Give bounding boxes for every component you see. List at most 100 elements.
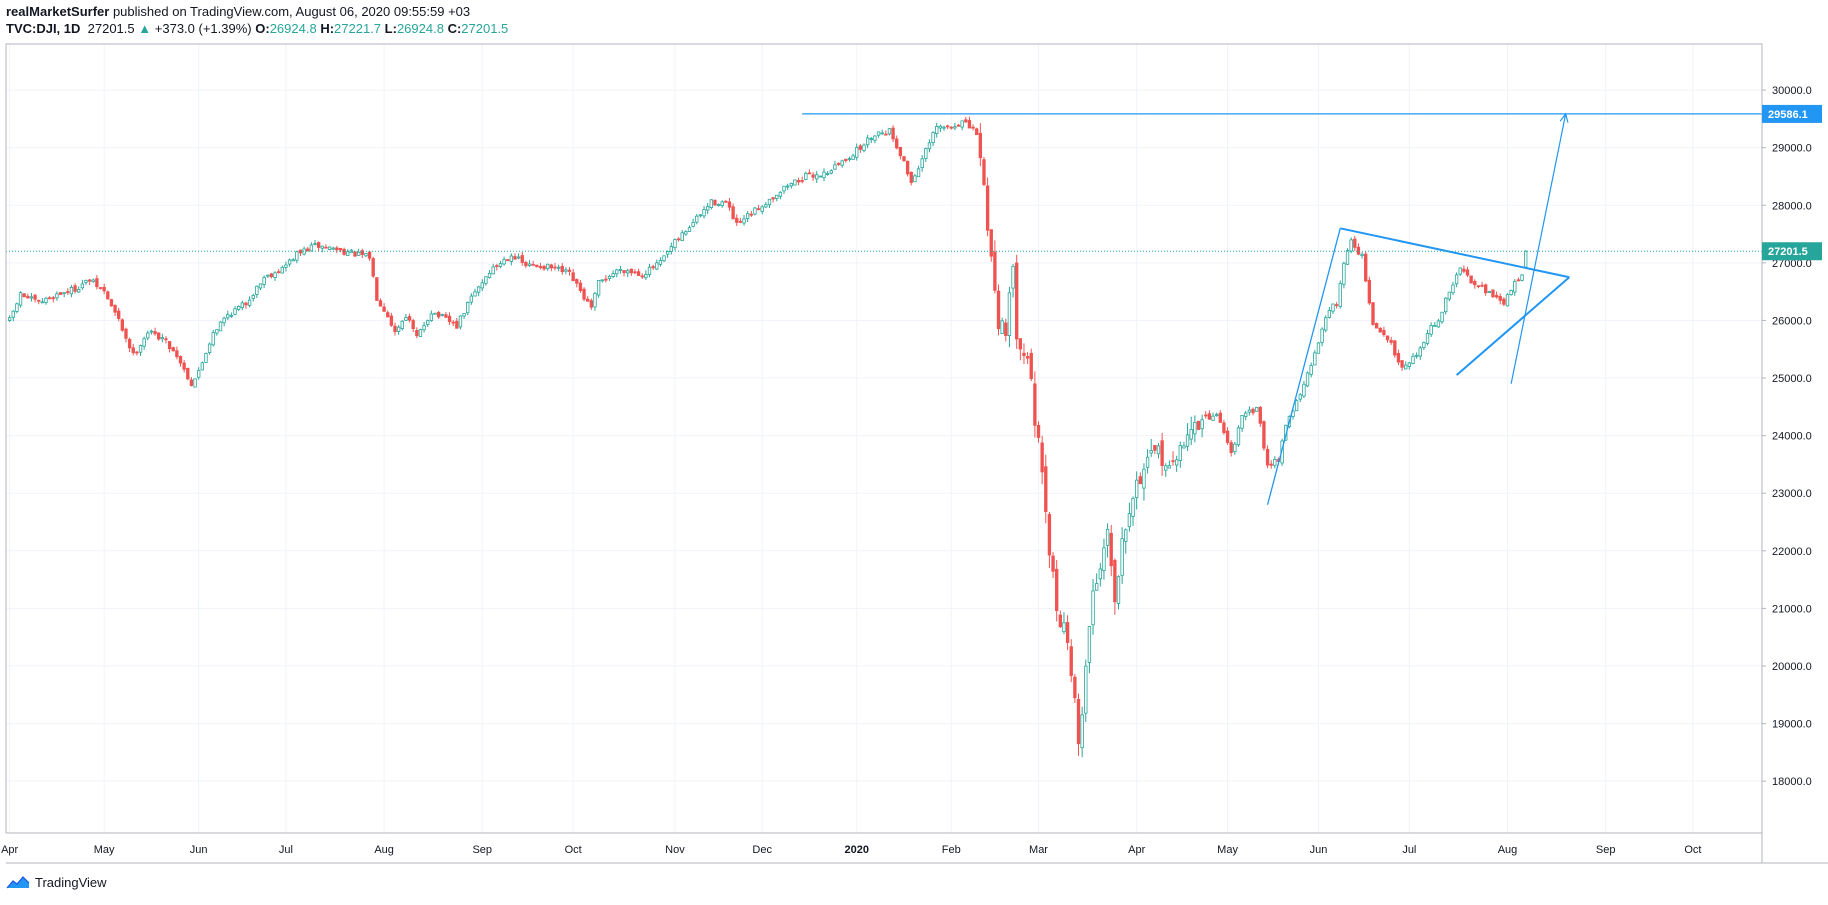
candle-body	[658, 260, 663, 265]
candle-body	[949, 126, 953, 129]
candle-body	[971, 126, 975, 129]
candle-body	[800, 180, 804, 182]
candle-body	[287, 259, 292, 265]
candle	[556, 264, 561, 272]
candle	[269, 272, 274, 279]
price-axis-label: 19000.0	[1772, 719, 1812, 731]
candle-body	[1491, 289, 1495, 298]
author-name[interactable]: realMarketSurfer	[6, 4, 110, 19]
candle	[200, 361, 204, 371]
candle	[1254, 407, 1259, 412]
symbol-label[interactable]: TVC:DJI, 1D	[6, 21, 81, 36]
candle-body	[193, 378, 197, 388]
candle-body	[844, 158, 848, 161]
candle	[138, 344, 143, 356]
candle-body	[960, 120, 964, 128]
candle	[135, 350, 139, 356]
candle	[164, 336, 168, 344]
candle	[1425, 329, 1430, 346]
candle-body	[1189, 429, 1193, 440]
candle	[956, 123, 961, 127]
publish-line: realMarketSurfer published on TradingVie…	[6, 3, 1806, 20]
candle	[473, 288, 477, 297]
candle	[120, 318, 125, 332]
candle-body	[811, 174, 815, 178]
candle	[622, 270, 626, 277]
candle-body	[40, 301, 45, 304]
candle	[440, 313, 444, 317]
candle	[1047, 512, 1052, 568]
candle-body	[542, 265, 546, 270]
candle-body	[1400, 360, 1404, 368]
tradingview-brand[interactable]: TradingView	[35, 874, 107, 890]
candle	[189, 377, 194, 387]
candle	[386, 310, 390, 318]
candle-body	[753, 207, 757, 215]
candle-body	[1218, 412, 1222, 423]
candle-body	[1058, 614, 1062, 628]
candle-body	[1102, 547, 1106, 571]
candle	[47, 296, 52, 300]
candle	[1498, 293, 1502, 305]
candle-body	[153, 331, 157, 335]
candle	[153, 327, 157, 336]
candle	[1320, 327, 1324, 347]
candle	[1167, 460, 1172, 469]
candle	[382, 303, 386, 312]
candle-body	[1465, 269, 1470, 276]
candle	[1040, 435, 1044, 485]
candle-body	[26, 295, 30, 299]
candle-body	[818, 175, 823, 178]
candle	[789, 182, 793, 189]
candle-body	[553, 266, 557, 269]
candle-body	[1324, 317, 1328, 331]
candle	[655, 259, 659, 271]
candle-body	[1084, 665, 1088, 714]
candle	[451, 320, 455, 327]
candle	[171, 346, 175, 352]
price-axis-label: 24000.0	[1772, 431, 1812, 443]
candle-body	[375, 277, 379, 301]
candle-body	[1451, 284, 1455, 294]
candle	[411, 318, 415, 333]
candle-body	[673, 239, 677, 248]
candle	[1265, 445, 1270, 469]
candle	[1465, 266, 1470, 277]
candle	[436, 310, 441, 319]
candle	[749, 210, 753, 217]
candle	[226, 310, 230, 321]
candle-body	[102, 286, 106, 292]
candle	[684, 230, 688, 236]
candle	[1247, 406, 1252, 416]
candle-body	[1378, 327, 1382, 333]
candle-body	[258, 283, 263, 289]
candle	[1207, 410, 1212, 420]
candle-body	[1360, 253, 1364, 256]
candle-body	[913, 175, 917, 183]
tradingview-footer[interactable]: TradingView	[6, 872, 107, 892]
candle-body	[506, 259, 510, 262]
price-axis-label: 26000.0	[1772, 315, 1812, 327]
candle	[1109, 525, 1113, 577]
candle-body	[440, 314, 444, 316]
candle-body	[876, 131, 881, 136]
candle	[680, 229, 684, 241]
candle	[1149, 438, 1153, 457]
candle-body	[975, 128, 979, 136]
candle	[262, 275, 266, 289]
candle	[658, 257, 663, 267]
candle	[1404, 361, 1408, 370]
candle	[33, 293, 37, 303]
price-axis-label: 27000.0	[1772, 258, 1812, 270]
candle	[258, 283, 263, 291]
candle	[1516, 277, 1521, 282]
candle-body	[985, 185, 990, 231]
candle	[818, 175, 823, 178]
candle	[542, 264, 546, 271]
candle	[327, 246, 332, 251]
candle	[396, 325, 401, 335]
candle-body	[433, 312, 437, 315]
price-axis-label: 23000.0	[1772, 488, 1812, 500]
